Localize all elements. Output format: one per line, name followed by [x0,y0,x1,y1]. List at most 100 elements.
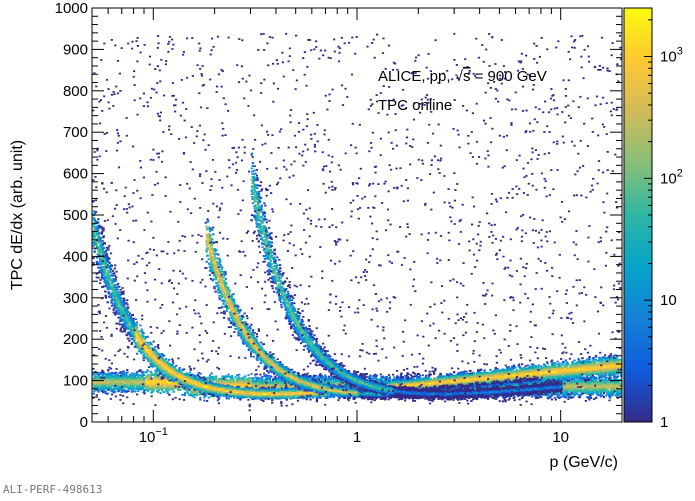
electron-band-cell [406,367,409,370]
electron-band-cell [142,374,145,376]
electron-band-cell [257,378,260,380]
electron-band-cell [614,394,617,397]
electron-band-cell [186,388,190,390]
electron-band-cell [255,369,258,371]
electron-band-cell [142,388,145,391]
electron-band-cell [444,400,447,403]
electron-band-cell [421,374,424,377]
electron-band-cell [396,375,399,377]
electron-band-cell [94,370,97,373]
electron-band-cell [610,388,613,391]
electron-band-cell [268,379,271,381]
electron-band-cell [310,375,313,378]
heatmap-area [92,32,622,412]
electron-band-cell [414,372,417,375]
electron-band-cell [148,366,151,368]
electron-band-cell [279,385,282,388]
electron-band-cell [182,388,185,390]
electron-band-cell [305,374,308,376]
electron-band-cell [468,372,471,375]
electron-band-cell [136,388,139,390]
electron-band-cell [608,380,611,383]
electron-band-cell [238,380,241,382]
electron-band-cell [145,388,148,391]
electron-band-cell [496,396,499,399]
electron-band-cell [263,372,266,375]
electron-band-cell [606,380,609,383]
electron-band-cell [149,370,152,373]
electron-band-cell [258,377,261,380]
electron-band-cell [599,395,602,398]
electron-band-cell [319,373,322,375]
electron-band-cell [265,377,268,379]
electron-band-cell [214,381,218,384]
electron-band-cell [98,398,101,401]
electron-band-cell [150,372,153,374]
electron-band-cell [364,374,367,376]
electron-band-cell [347,399,350,402]
electron-band-cell [188,365,191,368]
electron-band-cell [209,374,212,377]
electron-band-cell [116,373,119,376]
electron-band-cell [590,376,593,378]
electron-band-cell [188,393,191,396]
electron-band-cell [112,376,115,379]
electron-band-cell [150,385,153,388]
electron-band-cell [265,374,268,377]
electron-band-cell [227,373,230,376]
electron-band-cell [220,380,223,383]
electron-band-cell [129,376,132,379]
electron-band-cell [263,397,266,400]
electron-band-cell [431,366,434,369]
electron-band-cell [111,393,114,396]
electron-band-cell [306,372,309,375]
electron-band-cell [119,378,122,380]
electron-band-cell [146,389,149,391]
electron-band-cell [531,395,534,398]
electron-band-cell [109,398,112,400]
electron-band-cell [194,375,198,377]
electron-band-cell [364,373,367,375]
electron-band-cell [593,379,596,381]
electron-band-cell [567,383,570,386]
electron-band-cell [608,396,611,398]
electron-band-cell [263,375,266,377]
electron-band-cell [541,394,544,396]
electron-band-cell [208,376,211,379]
electron-band-cell [133,390,136,393]
electron-band-cell [234,381,237,384]
electron-band-cell [601,385,604,388]
electron-band-cell [119,394,122,396]
electron-band-cell [315,400,318,403]
electron-band-cell [143,390,146,393]
electron-band-cell [380,377,383,379]
electron-band-cell [332,379,335,382]
electron-band-cell [571,391,575,394]
electron-band-cell [230,375,233,377]
electron-band-cell [157,378,160,381]
electron-band-cell [393,376,396,379]
electron-band-cell [137,390,140,392]
electron-band-cell [210,377,213,379]
electron-band-cell [322,376,325,378]
electron-band-cell [595,379,598,382]
electron-band-cell [230,379,233,381]
electron-band-cell [493,397,496,400]
electron-band-cell [136,393,139,396]
electron-band-cell [106,392,109,395]
electron-band-cell [97,390,100,393]
electron-band-cell [237,376,240,379]
electron-band-cell [313,377,316,379]
electron-band-cell [222,376,225,379]
electron-band-cell [419,374,422,377]
electron-band-cell [273,373,276,375]
electron-band-cell [250,381,253,384]
electron-band-cell [417,373,421,375]
electron-band-cell [550,398,554,401]
electron-band-cell [466,399,469,402]
electron-band-cell [177,388,180,391]
electron-band-cell [563,400,566,403]
electron-band-cell [412,399,415,402]
electron-band-cell [254,381,257,384]
electron-band-cell [131,389,134,391]
